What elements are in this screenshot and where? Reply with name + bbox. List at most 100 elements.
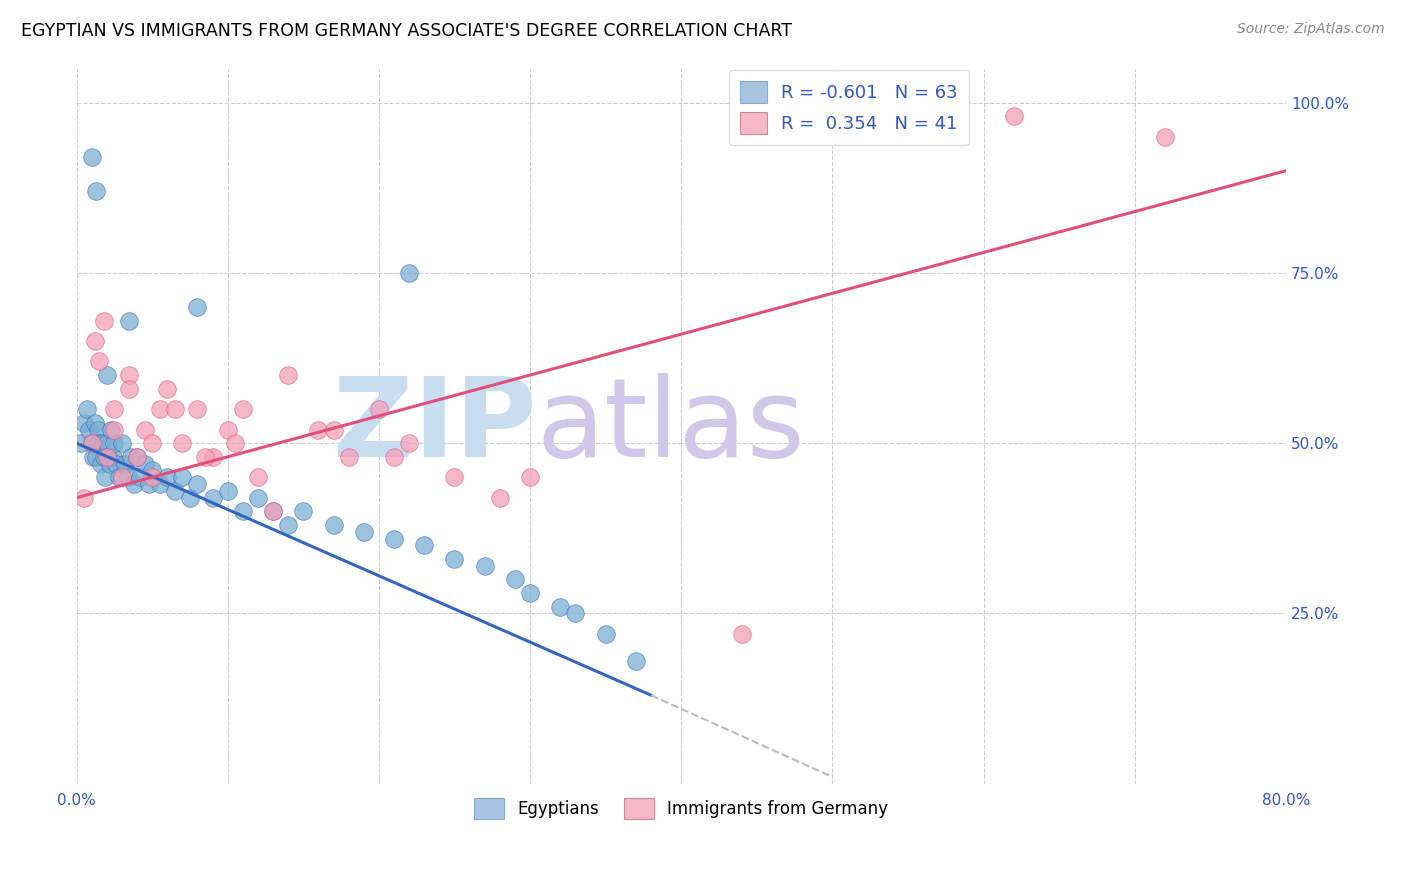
Point xyxy=(382,450,405,464)
Point xyxy=(111,436,134,450)
Point xyxy=(118,382,141,396)
Point xyxy=(141,436,163,450)
Point xyxy=(98,457,121,471)
Point xyxy=(217,423,239,437)
Point xyxy=(398,436,420,450)
Point xyxy=(595,627,617,641)
Point xyxy=(70,436,93,450)
Point xyxy=(1154,129,1177,144)
Point xyxy=(186,402,208,417)
Point xyxy=(129,470,152,484)
Point xyxy=(292,504,315,518)
Point xyxy=(97,450,120,464)
Point xyxy=(186,300,208,314)
Point xyxy=(624,654,647,668)
Point xyxy=(117,470,139,484)
Point xyxy=(179,491,201,505)
Point xyxy=(83,416,105,430)
Point xyxy=(103,402,125,417)
Point xyxy=(246,491,269,505)
Point xyxy=(1002,109,1025,123)
Point xyxy=(201,450,224,464)
Point xyxy=(111,470,134,484)
Point xyxy=(163,483,186,498)
Point xyxy=(443,552,465,566)
Point xyxy=(156,470,179,484)
Point xyxy=(141,463,163,477)
Point xyxy=(277,368,299,382)
Point xyxy=(550,599,572,614)
Point xyxy=(519,586,541,600)
Point xyxy=(232,402,254,417)
Point xyxy=(73,491,96,505)
Point xyxy=(201,491,224,505)
Text: Source: ZipAtlas.com: Source: ZipAtlas.com xyxy=(1237,22,1385,37)
Point xyxy=(73,416,96,430)
Point xyxy=(172,436,194,450)
Point xyxy=(217,483,239,498)
Point xyxy=(413,538,436,552)
Point xyxy=(322,423,344,437)
Point xyxy=(474,558,496,573)
Point xyxy=(322,517,344,532)
Point xyxy=(443,470,465,484)
Point xyxy=(118,368,141,382)
Point xyxy=(564,607,586,621)
Text: atlas: atlas xyxy=(536,373,804,480)
Point xyxy=(224,436,246,450)
Point xyxy=(134,423,156,437)
Point xyxy=(87,423,110,437)
Text: EGYPTIAN VS IMMIGRANTS FROM GERMANY ASSOCIATE'S DEGREE CORRELATION CHART: EGYPTIAN VS IMMIGRANTS FROM GERMANY ASSO… xyxy=(21,22,792,40)
Point xyxy=(103,423,125,437)
Point xyxy=(94,470,117,484)
Point xyxy=(90,457,112,471)
Point xyxy=(89,354,111,368)
Point xyxy=(337,450,360,464)
Point xyxy=(80,436,103,450)
Point xyxy=(104,457,127,471)
Point xyxy=(96,368,118,382)
Point xyxy=(519,470,541,484)
Point xyxy=(149,477,172,491)
Point xyxy=(96,450,118,464)
Point xyxy=(89,436,111,450)
Point xyxy=(118,313,141,327)
Point xyxy=(108,470,131,484)
Point xyxy=(96,436,118,450)
Legend: Egyptians, Immigrants from Germany: Egyptians, Immigrants from Germany xyxy=(467,792,896,825)
Point xyxy=(262,504,284,518)
Point xyxy=(100,423,122,437)
Point xyxy=(82,450,104,464)
Point xyxy=(80,150,103,164)
Point xyxy=(120,450,142,464)
Point xyxy=(163,402,186,417)
Point xyxy=(93,313,115,327)
Point xyxy=(353,524,375,539)
Point xyxy=(232,504,254,518)
Point xyxy=(103,436,125,450)
Point xyxy=(101,450,124,464)
Point xyxy=(307,423,329,437)
Point xyxy=(149,402,172,417)
Point xyxy=(80,436,103,450)
Point xyxy=(91,436,114,450)
Point xyxy=(246,470,269,484)
Point xyxy=(125,450,148,464)
Point xyxy=(114,457,136,471)
Text: ZIP: ZIP xyxy=(333,373,536,480)
Point xyxy=(138,477,160,491)
Point xyxy=(83,334,105,348)
Point xyxy=(76,402,98,417)
Point xyxy=(367,402,389,417)
Point xyxy=(731,627,754,641)
Point xyxy=(122,477,145,491)
Point xyxy=(262,504,284,518)
Point xyxy=(93,450,115,464)
Point xyxy=(84,450,107,464)
Point xyxy=(84,184,107,198)
Point xyxy=(77,423,100,437)
Point xyxy=(156,382,179,396)
Point xyxy=(134,457,156,471)
Point xyxy=(503,573,526,587)
Point xyxy=(398,266,420,280)
